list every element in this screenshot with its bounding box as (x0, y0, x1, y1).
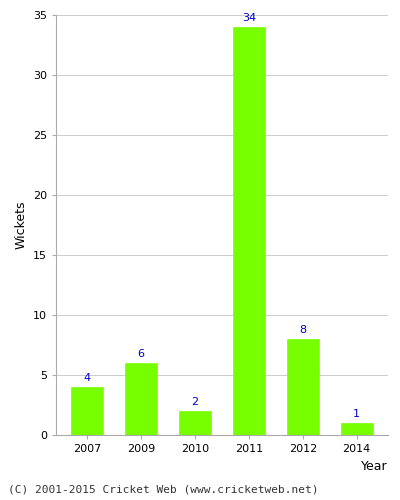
Y-axis label: Wickets: Wickets (14, 200, 27, 249)
Text: 4: 4 (84, 374, 91, 384)
Bar (233, 27, 265, 435)
X-axis label: Year: Year (361, 460, 388, 472)
Bar (340, 423, 373, 435)
Bar (287, 339, 319, 435)
Bar (179, 411, 211, 435)
Bar (71, 387, 104, 435)
Bar (125, 363, 157, 435)
Text: 6: 6 (138, 350, 145, 360)
Text: (C) 2001-2015 Cricket Web (www.cricketweb.net): (C) 2001-2015 Cricket Web (www.cricketwe… (8, 485, 318, 495)
Text: 1: 1 (353, 410, 360, 420)
Text: 34: 34 (242, 14, 256, 24)
Text: 8: 8 (299, 326, 306, 336)
Text: 2: 2 (192, 398, 199, 407)
